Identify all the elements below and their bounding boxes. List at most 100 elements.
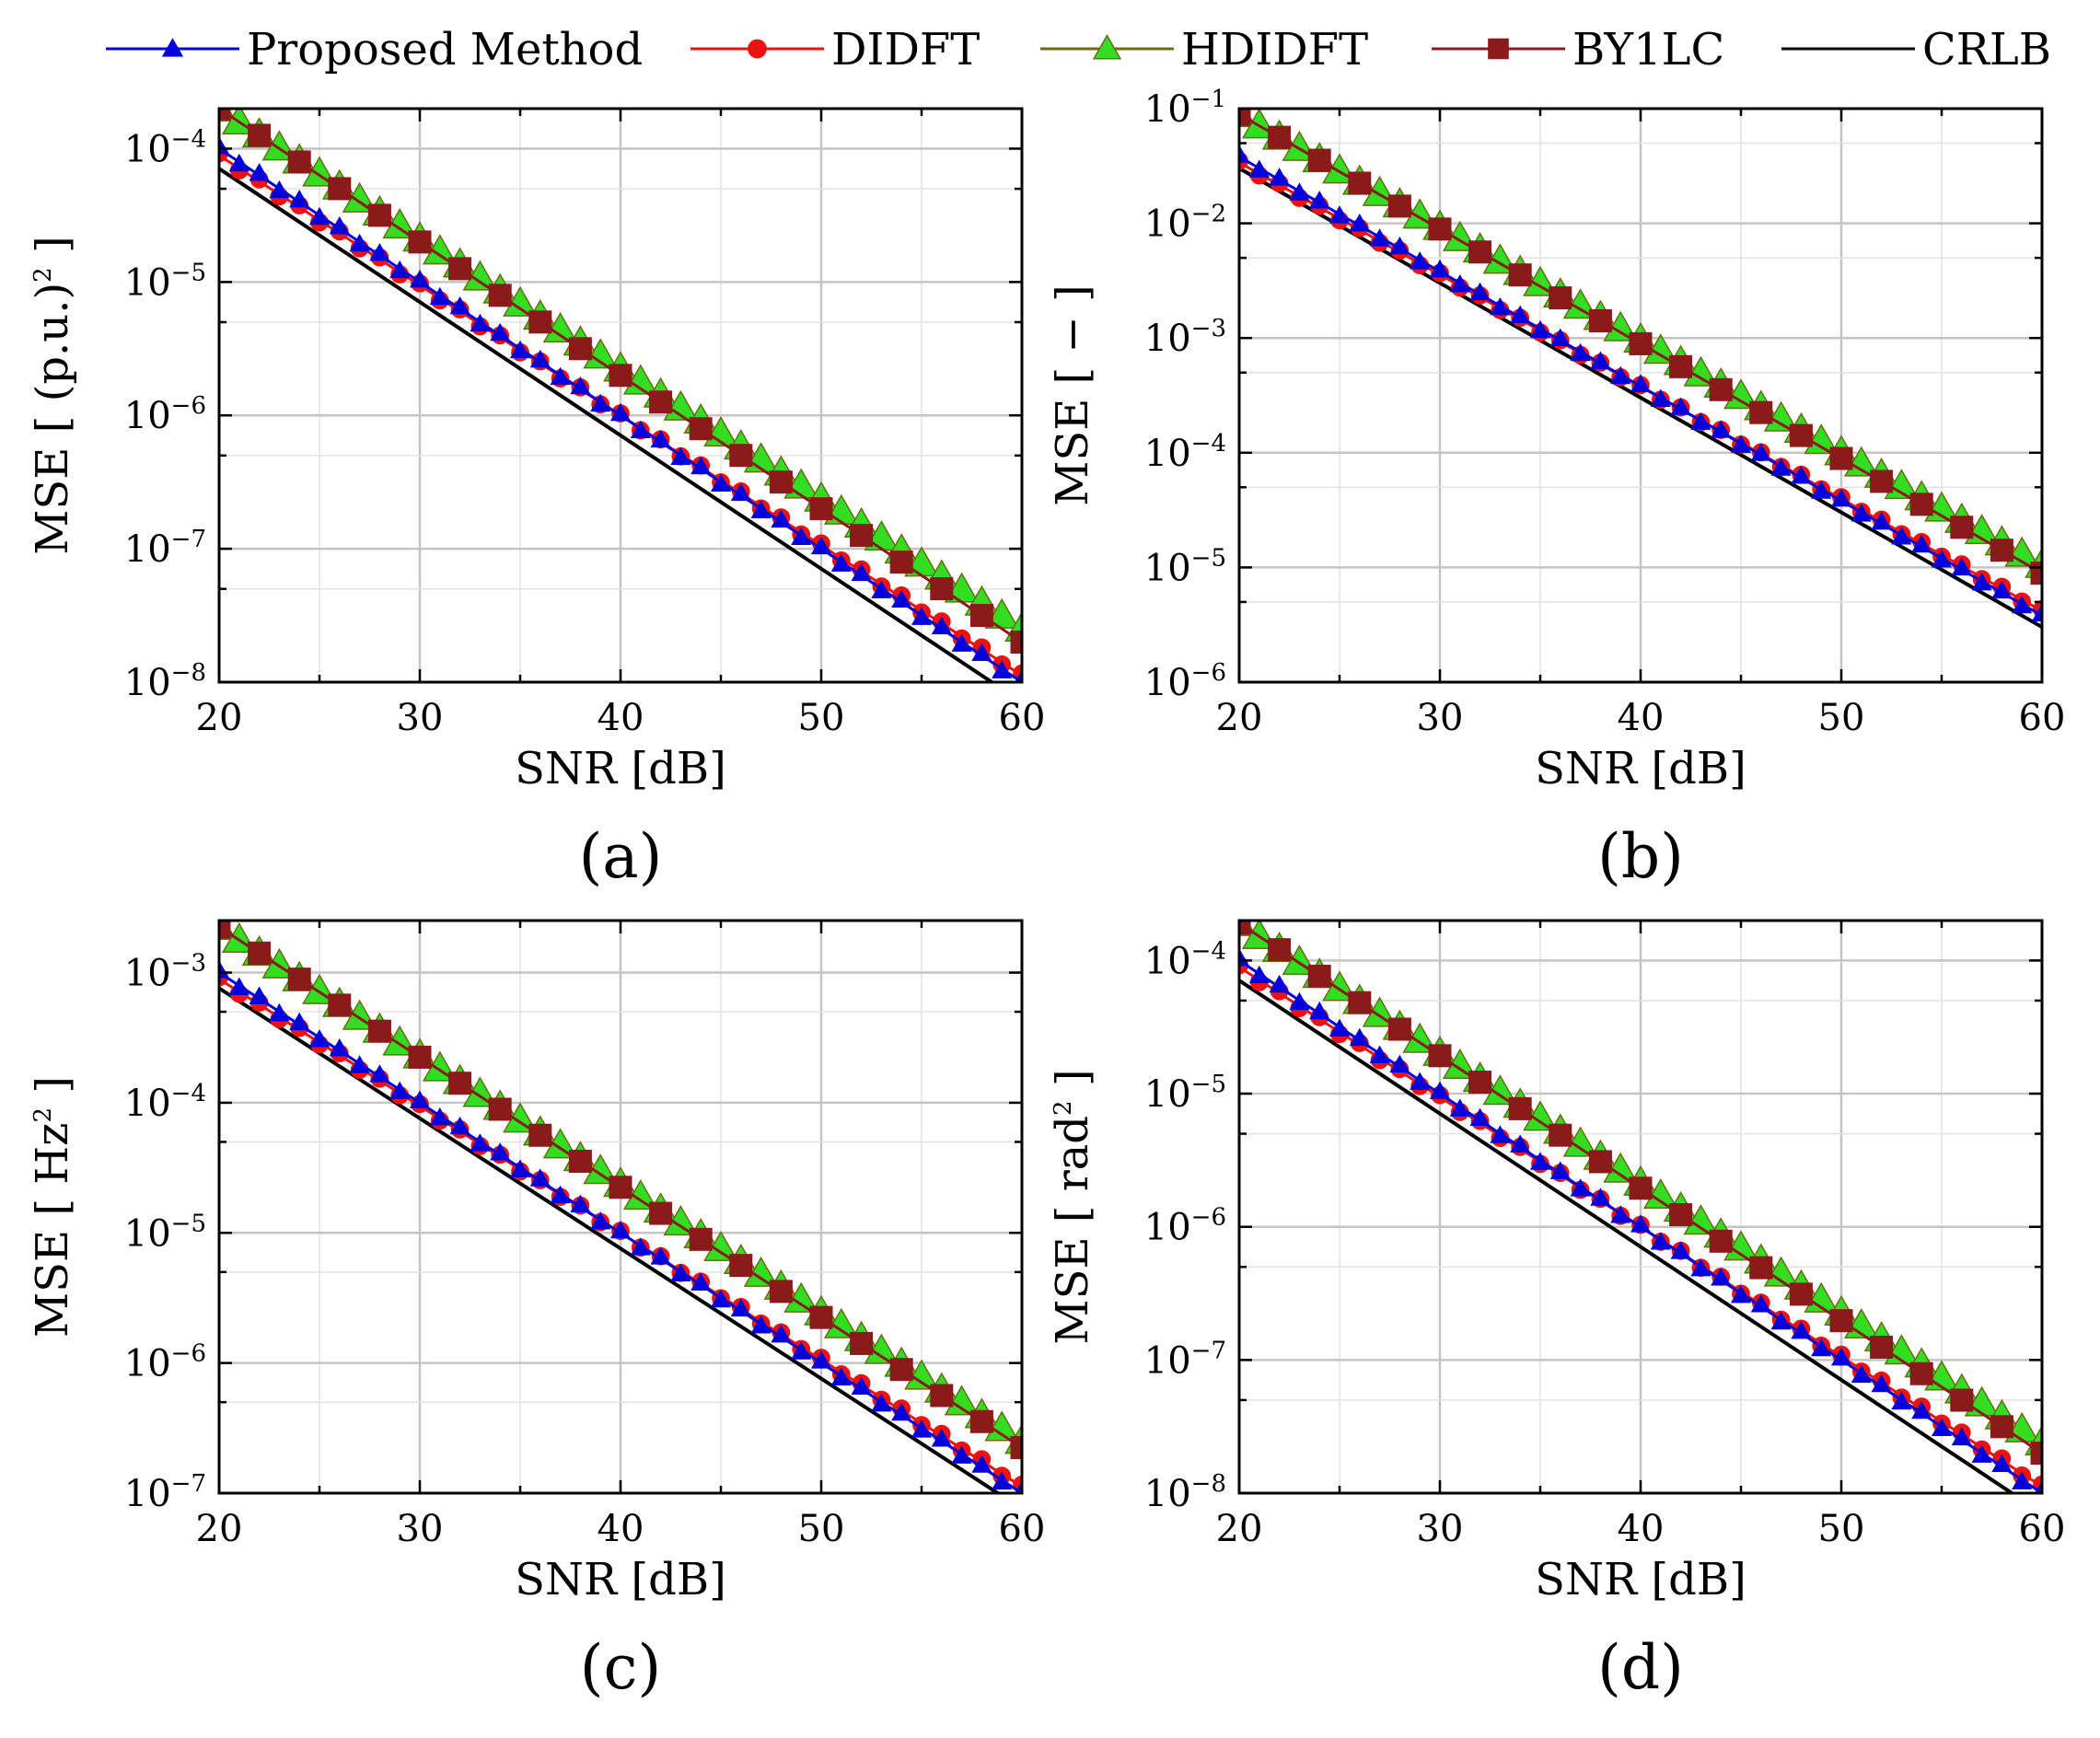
panel-d-ytick-label: 10−4 [1144,937,1226,982]
panel-c-ytick-label: 10−6 [124,1340,206,1385]
panel-a-point-by1lc [219,109,231,121]
panel-d-point-hdidft [1804,1281,1839,1313]
panel-d-point-by1lc [1428,1044,1452,1068]
panel-c-point-proposed-method [891,1402,912,1421]
panel-c-ytick-label: 10−4 [124,1080,206,1125]
panel-a-point-proposed-method [830,553,852,572]
panel-c-point-proposed-method [992,1471,1013,1490]
panel-b-point-by1lc [1239,109,1251,126]
panel-c-point-by1lc [568,1150,592,1174]
panel-a-point-by1lc [328,177,352,201]
panel-d-point-proposed-method [1891,1391,1912,1410]
legend-marker-didft [748,39,767,59]
panel-d-point-by1lc [1789,1282,1813,1306]
panel-d-ytick-label: 10−8 [1144,1470,1226,1515]
panel-c-point-by1lc [1010,1436,1022,1460]
panel-b-ylabel: MSE [ − ] [1047,284,1098,506]
panel-b-xtick-label: 60 [2019,697,2066,739]
panel-b-point-proposed-method [2012,595,2033,614]
panel-a-point-proposed-method [750,500,772,518]
panel-a-point-by1lc [850,524,874,548]
panel-b-point-hdidft [1723,378,1758,410]
panel-c-xtick-label: 20 [196,1508,243,1550]
panel-d-point-hdidft [1683,1204,1719,1235]
panel-d-point-proposed-method [1248,965,1270,984]
panel-d-point-by1lc [1549,1123,1572,1147]
panel-b-point-hdidft [1843,446,1879,477]
panel-c-point-proposed-method [971,1454,992,1473]
panel-b-point-proposed-method [1670,397,1691,415]
panel-d-point-by1lc [1709,1229,1733,1253]
panel-d-point-by1lc [1508,1096,1532,1120]
panel-c-point-proposed-method [830,1367,852,1386]
panel-d-line-crlb [1239,979,2015,1493]
panel-a: 20 30 40 50 60 10−8 10−7 10−6 10−5 10−4 SNR [dB] MS… [27,107,1045,892]
panel-d-point-proposed-method [1369,1045,1390,1063]
panel-d-point-proposed-method [2012,1471,2033,1489]
legend-label-hdidft: HDIDFT [1181,24,1368,75]
panel-d-point-proposed-method [1610,1205,1631,1223]
panel-c-point-by1lc [328,993,352,1017]
panel-d-point-proposed-method [1670,1241,1691,1259]
panel-b-point-hdidft [1683,355,1719,387]
panel-d-point-proposed-method [1289,991,1310,1011]
panel-b-point-hdidft [2004,536,2040,567]
panel-d-point-proposed-method [1410,1072,1431,1090]
panel-c-xlabel: SNR [dB] [515,1554,726,1605]
panel-c-point-proposed-method [771,1325,792,1343]
panel-b-ytick-label: 10−4 [1144,430,1226,475]
panel-d-point-proposed-method [1830,1347,1852,1366]
legend-label-proposed-method: Proposed Method [247,24,643,75]
panel-d-xtick-label: 20 [1216,1508,1263,1550]
panel-a-xtick-label: 20 [196,697,243,739]
panel-c-point-proposed-method [1015,1480,1022,1493]
panel-b-point-proposed-method [1570,342,1591,362]
panel-a-ytick-label: 10−5 [124,259,206,304]
panel-d-ticks: 20 30 40 50 60 10−8 10−7 10−6 10−5 10−4 [1144,921,2065,1550]
panel-d-point-proposed-method [1911,1400,1932,1419]
panel-b-point-by1lc [1749,400,1773,424]
panel-d-point-by1lc [1348,991,1372,1014]
panel-b-point-proposed-method [1510,305,1531,324]
panel-c-xtick-label: 40 [598,1508,644,1550]
panel-b-point-hdidft [1924,491,1959,522]
panel-a-point-proposed-method [891,589,912,608]
panel-c-point-proposed-method [550,1185,571,1204]
panel-a-point-by1lc [1010,631,1022,655]
panel-a-ytick-label: 10−7 [124,526,206,571]
panel-a-point-proposed-method [771,509,792,528]
panel-a-point-proposed-method [490,322,511,342]
panel-d-point-proposed-method [1349,1027,1370,1047]
panel-d-point-proposed-method [1529,1152,1551,1170]
panel-b-xtick-label: 30 [1417,697,1464,739]
panel-d-point-by1lc [1239,921,1251,935]
panel-b-point-proposed-method [1449,274,1470,293]
panel-c-point-by1lc [448,1072,472,1095]
panel-a-xlabel: SNR [dB] [515,743,726,794]
panel-a-point-by1lc [609,364,632,388]
panel-c-point-proposed-method [851,1376,872,1395]
panel-c-point-proposed-method [249,986,270,1004]
panel-d-point-hdidft [1723,1230,1758,1261]
panel-b-point-proposed-method [1951,557,1972,576]
panel-d-point-hdidft [1843,1307,1879,1339]
panel-b-point-proposed-method [1690,411,1711,430]
panel-d-point-by1lc [1588,1150,1612,1174]
panel-c-point-proposed-method [308,1029,331,1048]
panel-d-point-proposed-method [1449,1098,1470,1117]
panel-b-point-by1lc [1829,446,1853,470]
panel-b-point-by1lc [1909,492,1933,516]
panel-c-point-by1lc [769,1280,793,1304]
panel-c-point-by1lc [219,921,231,939]
panel-a-point-proposed-method [349,233,370,252]
panel-c-point-proposed-method [490,1142,511,1161]
panel-d-xtick-label: 30 [1417,1508,1464,1550]
panel-a-point-proposed-method [609,402,632,422]
panel-b-ticks: 20 30 40 50 60 10−6 10−5 10−4 10−3 10−2 10−1 [1144,86,2066,739]
panel-a-point-by1lc [448,257,472,281]
panel-c-caption: (c) [580,1632,661,1703]
panel-d-point-proposed-method [1309,1001,1330,1020]
panel-d-xlabel: SNR [dB] [1535,1554,1746,1605]
panel-b-point-proposed-method [1349,214,1370,232]
panel-c-xtick-label: 50 [798,1508,845,1550]
